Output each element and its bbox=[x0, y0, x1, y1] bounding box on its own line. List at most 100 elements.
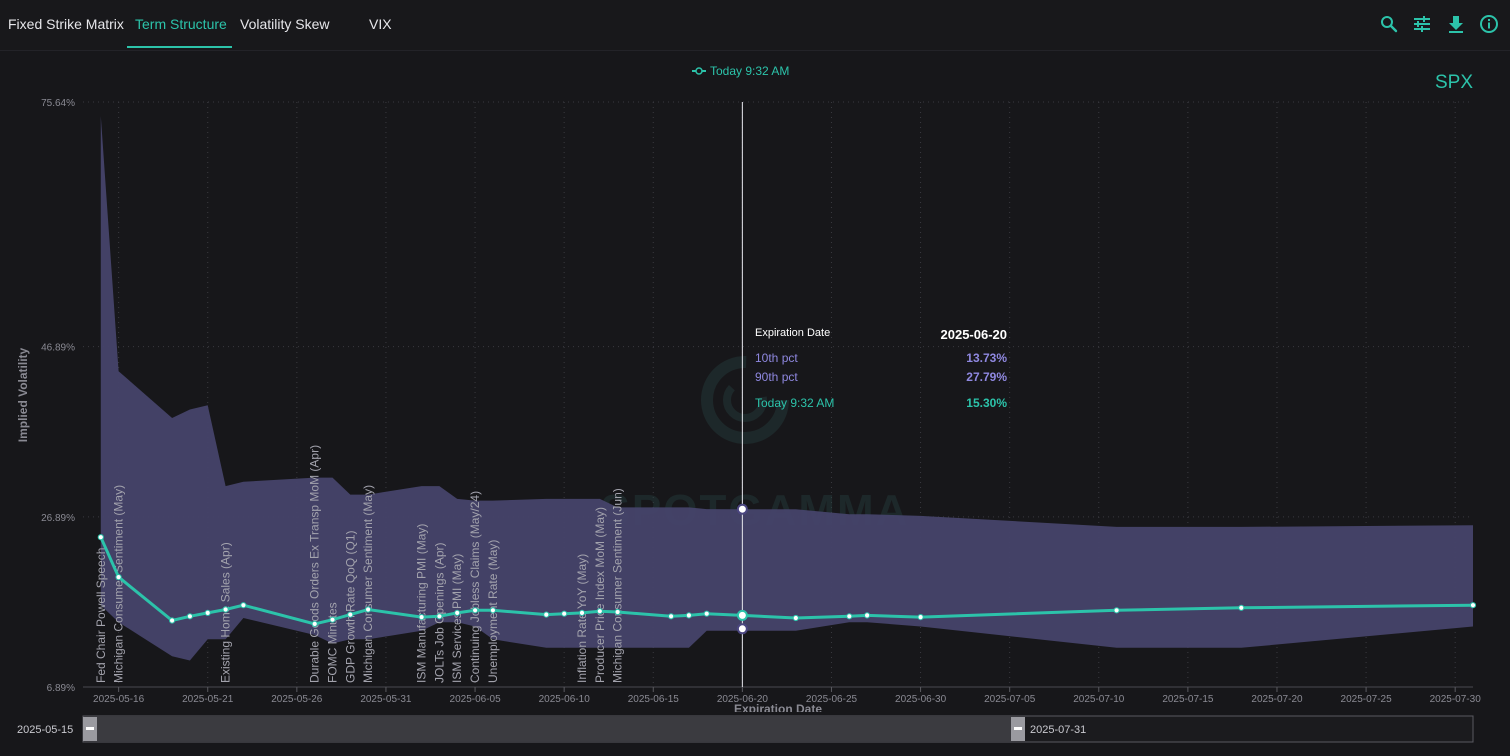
series-point[interactable] bbox=[240, 602, 247, 609]
x-axis-ticks: 2025-05-16 2025-05-21 2025-05-26 2025-05-31… bbox=[93, 687, 1481, 705]
tab-fixed-strike-matrix[interactable]: Fixed Strike Matrix bbox=[8, 16, 124, 32]
series-points bbox=[97, 534, 1477, 628]
tooltip-row-label: 90th pct bbox=[755, 370, 798, 384]
x-tick-label: 2025-06-30 bbox=[895, 694, 947, 705]
series-point[interactable] bbox=[365, 606, 372, 613]
x-tick-label: 2025-07-10 bbox=[1073, 694, 1125, 705]
y-tick-label: 6.89% bbox=[47, 683, 75, 694]
series-point[interactable] bbox=[311, 620, 318, 628]
chart-tooltip: Expiration Date 2025-06-20 10th pct 13.7… bbox=[745, 318, 1017, 422]
event-label: ISM Services PMI (May) bbox=[450, 554, 464, 683]
event-label: Inflation Rate YoY (May) bbox=[575, 554, 589, 683]
series-point[interactable] bbox=[1469, 602, 1477, 609]
tooltip-row-10th: 10th pct 13.73% bbox=[755, 351, 1007, 367]
x-tick-label: 2025-07-05 bbox=[984, 694, 1036, 705]
x-tick-label: 2025-06-05 bbox=[450, 694, 502, 705]
x-tick-label: 2025-05-26 bbox=[271, 694, 323, 705]
tooltip-header-label: Expiration Date bbox=[755, 327, 831, 339]
handle-grip-icon bbox=[86, 727, 94, 730]
cursor-marker-value bbox=[736, 609, 748, 621]
event-label: ISM Manufacturing PMI (May) bbox=[415, 524, 429, 683]
x-tick-label: 2025-05-16 bbox=[93, 694, 145, 705]
y-tick-label: 75.64% bbox=[41, 98, 75, 109]
event-label: Michigan Consumer Sentiment (Jun) bbox=[611, 488, 625, 683]
tooltip-row-value: 15.30% bbox=[966, 396, 1007, 410]
event-label: Continuing Jobless Claims (May/24) bbox=[468, 491, 482, 683]
series-point[interactable] bbox=[596, 608, 603, 615]
series-point[interactable] bbox=[329, 616, 336, 623]
series-point[interactable] bbox=[204, 609, 211, 617]
series-point[interactable] bbox=[1238, 604, 1245, 611]
series-point[interactable] bbox=[115, 574, 122, 581]
x-tick-label: 2025-05-31 bbox=[360, 694, 412, 705]
range-start-label: 2025-05-15 bbox=[17, 724, 73, 736]
event-label: Fed Chair Powell Speech bbox=[94, 548, 108, 683]
series-point[interactable] bbox=[846, 613, 853, 620]
x-tick-label: 2025-06-10 bbox=[539, 694, 591, 705]
series-point[interactable] bbox=[917, 614, 924, 621]
cursor-marker-band bbox=[736, 503, 748, 515]
legend-label: Today 9:32 AM bbox=[710, 64, 789, 78]
x-tick-label: 2025-07-20 bbox=[1251, 694, 1303, 705]
symbol-label: SPX bbox=[1435, 72, 1473, 93]
x-axis-title: Expiration Date bbox=[734, 702, 822, 712]
series-point[interactable] bbox=[418, 614, 425, 621]
series-point[interactable] bbox=[489, 607, 496, 614]
series-point[interactable] bbox=[186, 613, 193, 620]
legend-marker-icon bbox=[695, 67, 703, 75]
y-tick-label: 46.89% bbox=[41, 343, 75, 354]
event-label: Producer Price Index MoM (May) bbox=[593, 507, 607, 683]
event-label: JOLTs Job Openings (Apr) bbox=[432, 542, 446, 683]
cursor-marker-band bbox=[736, 623, 748, 635]
event-label: FOMC Minutes bbox=[326, 602, 340, 683]
date-range-slider: 2025-05-15 2025-07-31 bbox=[0, 712, 1510, 748]
x-tick-label: 2025-05-21 bbox=[182, 694, 234, 705]
series-point[interactable] bbox=[169, 617, 176, 624]
search-icon[interactable] bbox=[1379, 14, 1399, 34]
tooltip-row-label: Today 9:32 AM bbox=[755, 396, 835, 410]
sliders-icon[interactable] bbox=[1412, 14, 1432, 34]
x-tick-label: 2025-06-25 bbox=[806, 694, 858, 705]
y-axis-title: Implied Volatility bbox=[16, 347, 30, 442]
tab-vix[interactable]: VIX bbox=[369, 16, 392, 32]
series-point[interactable] bbox=[614, 608, 621, 616]
series-point[interactable] bbox=[864, 612, 871, 619]
event-label: Existing Home Sales (Apr) bbox=[219, 542, 233, 683]
series-point[interactable] bbox=[543, 611, 550, 618]
series-point[interactable] bbox=[792, 614, 799, 622]
x-tick-label: 2025-07-25 bbox=[1341, 694, 1393, 705]
series-point[interactable] bbox=[685, 612, 693, 619]
tooltip-row-90th: 90th pct 27.79% bbox=[755, 370, 1007, 386]
series-point[interactable] bbox=[703, 610, 710, 617]
cursor-markers bbox=[736, 503, 748, 635]
series-point[interactable] bbox=[436, 613, 443, 620]
y-axis-ticks: 75.64% 46.89% 26.89% 6.89% bbox=[41, 98, 75, 694]
series-point[interactable] bbox=[1113, 607, 1120, 614]
tooltip-row-today: Today 9:32 AM 15.30% bbox=[755, 396, 1007, 412]
series-point[interactable] bbox=[347, 611, 354, 618]
series-point[interactable] bbox=[578, 609, 586, 617]
series-point[interactable] bbox=[97, 534, 104, 541]
series-point[interactable] bbox=[472, 607, 479, 614]
tooltip-header-value: 2025-06-20 bbox=[940, 327, 1008, 342]
tooltip-row-value: 27.79% bbox=[966, 370, 1007, 384]
tab-term-structure[interactable]: Term Structure bbox=[135, 16, 227, 32]
event-label: Michigan Consumer Sentiment (May) bbox=[112, 485, 126, 683]
series-point[interactable] bbox=[561, 610, 568, 617]
x-tick-label: 2025-07-30 bbox=[1430, 694, 1482, 705]
term-structure-chart: SPOTGAMMA Fed Chair Powell SpeechMichiga… bbox=[16, 64, 1481, 712]
y-tick-label: 26.89% bbox=[41, 513, 75, 524]
series-point[interactable] bbox=[668, 613, 675, 620]
range-selection[interactable] bbox=[97, 717, 1011, 741]
legend-item-today[interactable]: Today 9:32 AM bbox=[692, 64, 789, 78]
tooltip-row-label: 10th pct bbox=[755, 351, 798, 365]
handle-grip-icon bbox=[1014, 727, 1022, 730]
tooltip-header: Expiration Date 2025-06-20 bbox=[755, 327, 1007, 343]
download-icon[interactable] bbox=[1446, 14, 1466, 34]
info-icon[interactable] bbox=[1479, 14, 1499, 34]
percentile-band bbox=[100, 116, 1473, 661]
series-point[interactable] bbox=[222, 606, 229, 613]
series-point[interactable] bbox=[454, 609, 461, 617]
tab-volatility-skew[interactable]: Volatility Skew bbox=[240, 16, 330, 32]
active-tab-indicator bbox=[127, 46, 232, 48]
